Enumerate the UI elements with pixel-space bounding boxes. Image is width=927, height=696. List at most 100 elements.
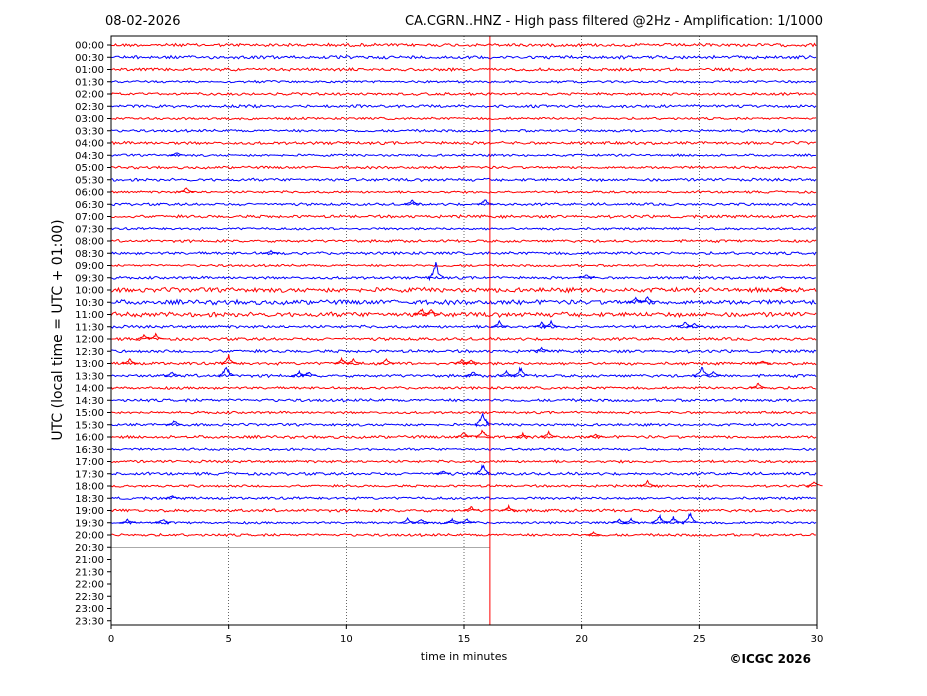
y-tick-label: 09:30 [75,273,104,284]
trace-0400 [110,140,817,146]
y-tick-label: 15:30 [75,420,104,431]
y-tick-label: 05:00 [75,163,104,174]
trace-0530 [110,177,817,183]
trace-0900 [110,263,817,268]
seismic-event [806,481,823,488]
trace-0930 [110,275,817,280]
seismic-event [300,371,317,377]
seismic-event [455,432,473,439]
seismic-event [168,152,185,157]
seismic-event [178,187,195,194]
y-tick-label: 13:30 [75,371,104,382]
y-tick-label: 20:00 [75,531,104,542]
seismic-event [681,512,698,525]
trace-2000 [110,532,817,538]
seismic-event [220,354,237,366]
y-tick-label: 10:00 [75,286,104,297]
trace-1100 [110,311,817,319]
seismic-event [427,262,445,282]
y-tick-label: 08:30 [75,249,104,260]
y-tick-label: 23:30 [75,616,104,627]
copyright: ©ICGC 2026 [729,652,811,666]
seismic-event [474,429,491,439]
trace-1700 [110,459,817,464]
seismic-event [458,518,475,524]
seismic-event [754,360,771,365]
trace-0730 [110,226,817,231]
y-tick-label: 06:30 [75,200,104,211]
y-tick-label: 17:30 [75,469,104,480]
seismic-event [465,371,482,378]
seismic-event [585,531,602,536]
seismic-event [474,464,491,476]
y-tick-label: 17:00 [75,457,104,468]
y-tick-label: 20:30 [75,543,104,554]
y-tick-label: 00:00 [75,41,104,52]
seismic-event [543,319,560,329]
y-tick-label: 14:30 [75,396,104,407]
seismic-event [750,382,767,390]
x-tick-label: 25 [693,634,706,645]
x-tick-label: 30 [811,634,824,645]
seismic-event [611,518,628,524]
y-tick-label: 01:30 [75,77,104,88]
trace-1000 [110,286,817,294]
trace-1730 [110,471,817,477]
y-tick-label: 18:30 [75,494,104,505]
trace-0230 [110,103,817,109]
trace-0000 [110,42,817,48]
seismic-event [651,513,668,525]
trace-1500 [110,410,817,415]
x-tick-label: 0 [108,634,114,645]
y-axis-label: UTC (local time = UTC + 01:00) [50,219,66,440]
seismic-event [147,332,164,341]
x-tick-label: 5 [225,634,231,645]
y-tick-label: 19:00 [75,506,104,517]
y-tick-label: 06:00 [75,188,104,199]
seismic-event [404,199,421,206]
y-tick-label: 04:00 [75,139,104,150]
y-tick-label: 22:00 [75,580,104,591]
seismic-event [639,296,656,304]
trace-1930 [110,520,817,525]
seismic-event [639,479,656,488]
y-tick-label: 00:30 [75,53,104,64]
trace-1330 [110,373,817,379]
trace-0430 [110,153,817,158]
trace-0500 [110,165,817,170]
trace-1300 [110,361,817,366]
y-tick-label: 10:30 [75,298,104,309]
seismic-event [218,366,235,378]
y-tick-label: 03:00 [75,114,104,125]
trace-0030 [110,54,817,60]
y-tick-label: 12:00 [75,335,104,346]
seismic-event [119,518,136,524]
seismic-event [413,519,430,524]
y-tick-label: 08:00 [75,237,104,248]
seismic-event [333,356,350,365]
x-axis-label: time in minutes [421,650,508,663]
seismic-event [399,516,416,524]
y-tick-label: 18:00 [75,482,104,493]
seismic-event [540,429,557,439]
y-tick-label: 16:30 [75,445,104,456]
seismic-event [512,366,529,378]
seismic-event [773,286,790,292]
y-tick-label: 03:30 [75,126,104,137]
y-tick-label: 14:00 [75,384,104,395]
seismic-event [121,357,138,365]
seismic-event [135,333,152,341]
seismic-event [164,495,181,500]
trace-0300 [110,116,817,121]
seismic-event [514,431,531,439]
seismic-event [434,470,451,475]
trace-0100 [110,67,817,72]
seismic-event [345,357,362,365]
trace-1200 [110,336,817,342]
y-tick-label: 11:30 [75,322,104,333]
seismic-event [164,371,181,377]
y-tick-label: 22:30 [75,592,104,603]
seismic-event [627,296,644,304]
trace-0630 [110,202,817,207]
y-tick-label: 09:00 [75,261,104,272]
